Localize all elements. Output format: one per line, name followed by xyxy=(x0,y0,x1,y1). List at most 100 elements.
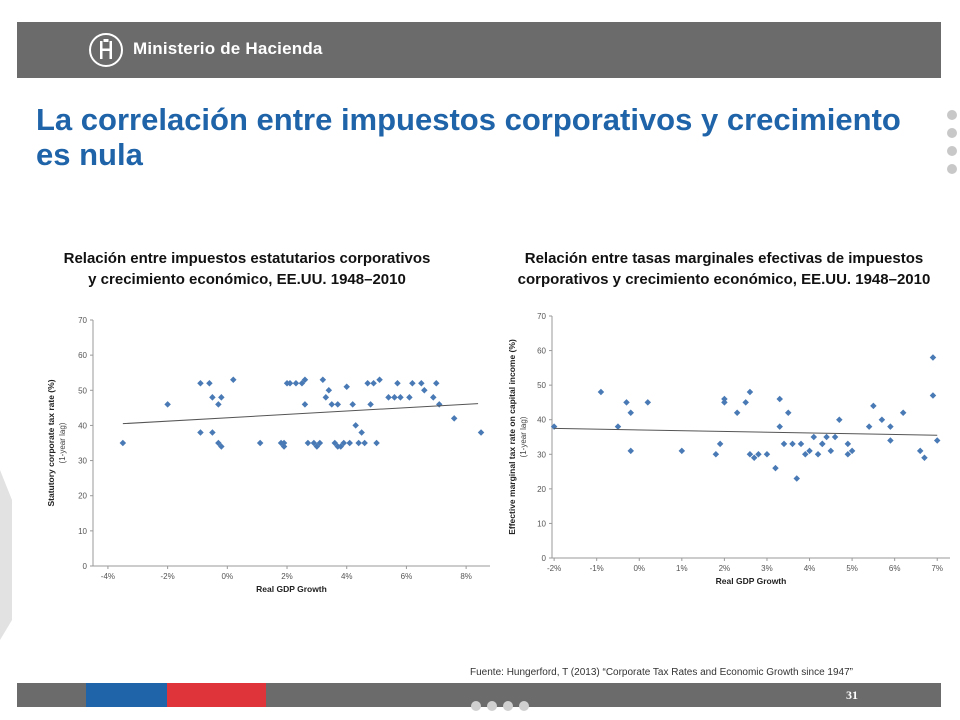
y-tick-label: 50 xyxy=(537,381,546,390)
data-point xyxy=(280,439,288,447)
data-point xyxy=(721,395,728,403)
data-point xyxy=(772,464,779,472)
x-axis-title: Real GDP Growth xyxy=(256,584,327,594)
y-tick-label: 30 xyxy=(78,457,87,466)
data-point xyxy=(929,392,937,399)
data-point xyxy=(218,443,225,450)
data-point xyxy=(716,440,724,448)
slide-title: La correlación entre impuestos corporati… xyxy=(36,102,901,172)
y-tick-label: 10 xyxy=(537,519,546,528)
data-point xyxy=(844,440,852,448)
data-point xyxy=(776,423,783,430)
y-tick-label: 30 xyxy=(537,450,546,459)
data-point xyxy=(397,394,404,401)
trend-line xyxy=(122,403,479,425)
data-point xyxy=(322,394,330,401)
y-axis-subtitle: (1-year lag) xyxy=(58,422,67,463)
data-point xyxy=(780,440,788,448)
decorative-dots-right xyxy=(947,110,957,174)
data-point xyxy=(164,401,171,408)
crest-icon xyxy=(89,33,123,67)
x-tick-label: 4% xyxy=(804,564,816,573)
x-tick-label: 5% xyxy=(846,564,858,573)
data-point xyxy=(836,416,843,423)
data-point xyxy=(301,401,309,408)
data-point xyxy=(286,380,294,387)
y-tick-label: 70 xyxy=(537,312,546,321)
data-point xyxy=(215,401,222,408)
data-point xyxy=(644,399,652,406)
data-point xyxy=(325,387,333,394)
x-tick-label: 2% xyxy=(719,564,731,573)
scatter-plot-effective: 0 10 20 30 40 50 60 70 -2% -1% 0% 1% 2% 3% 4% 5% 6% 7% Rea… xyxy=(507,312,950,586)
data-point xyxy=(878,416,886,423)
y-tick-label: 40 xyxy=(537,416,546,425)
data-point xyxy=(614,423,622,430)
data-point xyxy=(712,451,720,458)
y-tick-label: 40 xyxy=(78,421,87,430)
data-point xyxy=(361,439,368,447)
data-point xyxy=(406,394,413,401)
data-point xyxy=(814,451,822,458)
data-point xyxy=(733,409,741,417)
data-point xyxy=(409,380,416,387)
data-point xyxy=(797,440,805,448)
data-point xyxy=(349,401,356,408)
data-point xyxy=(197,380,204,387)
data-point xyxy=(319,376,327,383)
data-point xyxy=(623,399,630,406)
data-point xyxy=(763,451,771,458)
x-tick-label: 3% xyxy=(761,564,773,573)
data-point xyxy=(477,429,485,436)
trend-line xyxy=(554,427,938,436)
x-tick-label: -1% xyxy=(590,564,604,573)
x-tick-label: -4% xyxy=(101,572,115,581)
footer-stripe-blue xyxy=(86,683,167,707)
data-point xyxy=(678,447,686,455)
data-point xyxy=(742,399,749,406)
data-point xyxy=(627,447,635,455)
chart-title-effective: Relación entre tasas marginales efectiva… xyxy=(517,250,931,288)
data-point xyxy=(343,383,350,391)
data-point xyxy=(793,475,801,482)
data-point xyxy=(430,394,437,401)
y-tick-label: 60 xyxy=(78,351,87,360)
data-point xyxy=(887,423,894,430)
data-point xyxy=(933,437,941,444)
data-point xyxy=(627,409,635,417)
data-point xyxy=(256,439,264,447)
x-tick-label: 1% xyxy=(676,564,688,573)
x-tick-label: 7% xyxy=(931,564,943,573)
decorative-left-edge xyxy=(0,470,12,640)
x-tick-label: 4% xyxy=(341,572,353,581)
y-tick-label: 20 xyxy=(78,492,87,501)
data-point xyxy=(831,433,839,441)
source-note: Fuente: Hungerford, T (2013) “Corporate … xyxy=(470,667,853,678)
footer-stripe-red xyxy=(167,683,266,707)
y-tick-label: 60 xyxy=(537,347,546,356)
brand-name: Ministerio de Hacienda xyxy=(133,39,323,58)
data-point xyxy=(433,380,440,387)
data-point xyxy=(899,409,907,417)
data-point xyxy=(887,437,894,444)
y-tick-label: 50 xyxy=(78,386,87,395)
data-point xyxy=(844,451,852,458)
data-point xyxy=(823,433,830,441)
scatter-chart-effective: 0 10 20 30 40 50 60 70 -2% -1% 0% 1% 2% 3% 4% 5% 6% 7% Rea… xyxy=(505,308,950,598)
data-point xyxy=(784,409,792,417)
data-point xyxy=(119,439,127,447)
data-point xyxy=(304,439,312,447)
data-point xyxy=(421,387,428,394)
data-point xyxy=(364,380,371,387)
y-axis-title: Effective marginal tax rate on capital i… xyxy=(507,339,517,535)
data-point xyxy=(750,454,758,461)
scatter-chart-statutory: 0 10 20 30 40 50 60 70 -4% -2% 0% 2% 4% 6% 8% Real GDP … xyxy=(44,312,490,594)
y-tick-label: 10 xyxy=(78,527,87,536)
data-point xyxy=(209,429,216,436)
data-point xyxy=(367,401,374,408)
data-point xyxy=(328,401,336,408)
scatter-plot-statutory: 0 10 20 30 40 50 60 70 -4% -2% 0% 2% 4% 6% 8% Real GDP … xyxy=(46,316,490,594)
data-point xyxy=(436,401,443,408)
data-point xyxy=(810,433,818,441)
data-point xyxy=(870,402,877,410)
